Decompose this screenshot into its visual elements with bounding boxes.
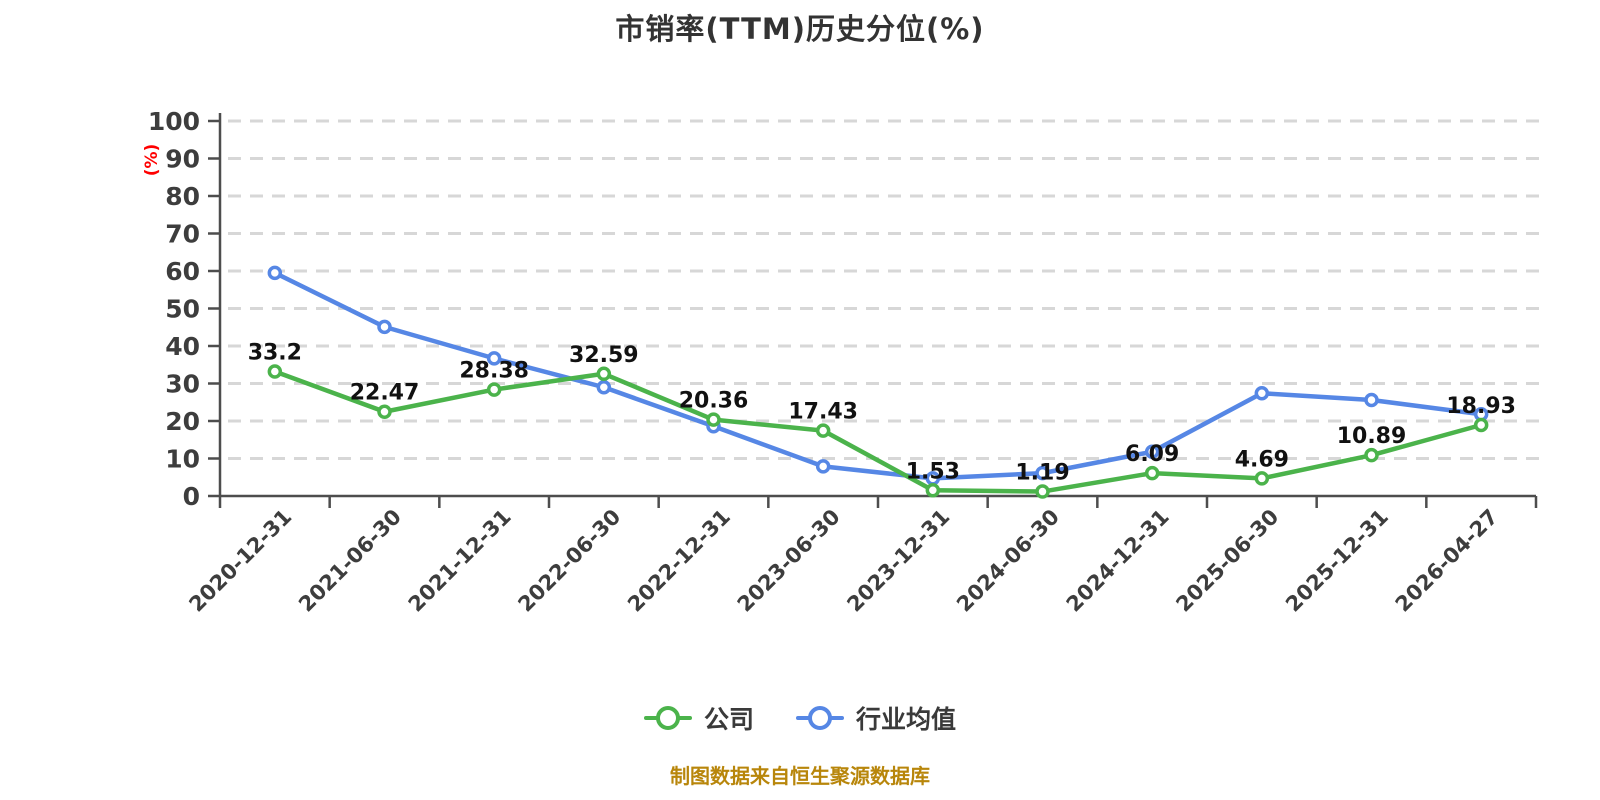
data-point bbox=[815, 459, 831, 474]
svg-text:40: 40 bbox=[165, 332, 200, 361]
series-行业均值 bbox=[267, 265, 1489, 486]
data-point bbox=[706, 412, 721, 427]
data-point bbox=[486, 351, 502, 366]
svg-text:2024-12-31: 2024-12-31 bbox=[1062, 505, 1174, 617]
data-point bbox=[1364, 447, 1379, 463]
svg-text:2021-12-31: 2021-12-31 bbox=[404, 505, 516, 617]
data-point bbox=[1254, 471, 1270, 486]
svg-text:1.19: 1.19 bbox=[1015, 461, 1069, 486]
svg-text:17.43: 17.43 bbox=[788, 400, 858, 425]
company-line-marker-icon bbox=[643, 706, 692, 730]
svg-text:2025-06-30: 2025-06-30 bbox=[1171, 505, 1283, 617]
svg-text:2020-12-31: 2020-12-31 bbox=[184, 505, 296, 617]
data-point bbox=[377, 404, 392, 419]
svg-text:10: 10 bbox=[165, 445, 200, 474]
svg-text:6.09: 6.09 bbox=[1125, 442, 1179, 467]
data-point bbox=[1254, 386, 1270, 401]
series-公司 bbox=[267, 364, 1489, 499]
svg-text:70: 70 bbox=[165, 220, 200, 249]
svg-text:100: 100 bbox=[148, 107, 200, 136]
svg-text:18.93: 18.93 bbox=[1446, 394, 1516, 419]
svg-text:1.53: 1.53 bbox=[906, 459, 960, 484]
data-point bbox=[1144, 444, 1160, 459]
svg-text:90: 90 bbox=[165, 145, 200, 174]
svg-text:2023-12-31: 2023-12-31 bbox=[842, 505, 954, 617]
data-point bbox=[1473, 417, 1489, 433]
industry-line-marker-icon bbox=[796, 706, 844, 730]
data-source-note: 制图数据来自恒生聚源数据库 bbox=[670, 764, 930, 788]
svg-text:33.2: 33.2 bbox=[248, 341, 302, 366]
svg-text:22.47: 22.47 bbox=[350, 381, 420, 406]
svg-text:2024-06-30: 2024-06-30 bbox=[952, 505, 1064, 617]
svg-text:30: 30 bbox=[165, 370, 200, 399]
data-point bbox=[267, 364, 283, 379]
svg-text:32.59: 32.59 bbox=[569, 343, 639, 368]
svg-text:4.69: 4.69 bbox=[1235, 447, 1289, 472]
svg-text:20.36: 20.36 bbox=[679, 389, 749, 414]
gridlines bbox=[228, 119, 1546, 460]
legend-label-industry-average: 行业均值 bbox=[856, 705, 957, 734]
svg-text:50: 50 bbox=[165, 295, 200, 324]
legend-item-industry-average[interactable]: 行业均值 bbox=[796, 700, 956, 736]
data-point bbox=[267, 265, 283, 281]
legend-item-company[interactable]: 公司 bbox=[643, 700, 754, 736]
svg-text:80: 80 bbox=[165, 182, 200, 211]
svg-text:2022-06-30: 2022-06-30 bbox=[513, 505, 625, 617]
svg-text:60: 60 bbox=[165, 257, 200, 286]
legend-label-company: 公司 bbox=[703, 705, 754, 734]
data-point bbox=[596, 380, 612, 395]
data-point bbox=[596, 366, 612, 382]
svg-text:2023-06-30: 2023-06-30 bbox=[733, 505, 845, 617]
data-point bbox=[1035, 465, 1050, 481]
data-point bbox=[815, 423, 831, 438]
chart-title: 市销率(TTM)历史分位(%) bbox=[615, 12, 985, 46]
svg-text:20: 20 bbox=[165, 407, 200, 436]
y-axis-unit-label: (%) bbox=[142, 144, 162, 177]
y-axis-labels: 0 10 20 30 40 50 60 70 80 90 100 bbox=[148, 107, 200, 511]
svg-text:2025-12-31: 2025-12-31 bbox=[1281, 505, 1393, 617]
data-point bbox=[486, 382, 502, 397]
svg-text:2021-06-30: 2021-06-30 bbox=[294, 505, 406, 617]
value-labels: 33.2 22.47 28.38 32.59 20.36 17.43 1.53 1.19 6.0… bbox=[248, 341, 1516, 486]
svg-text:2022-12-31: 2022-12-31 bbox=[623, 505, 735, 617]
data-point bbox=[925, 483, 941, 498]
x-axis-labels: 2020-12-312021-06-302021-12-312022-06-30… bbox=[184, 505, 1502, 617]
svg-text:28.38: 28.38 bbox=[459, 359, 529, 384]
svg-text:2026-04-27: 2026-04-27 bbox=[1391, 505, 1503, 617]
data-point bbox=[1364, 392, 1379, 408]
svg-text:0: 0 bbox=[183, 482, 200, 511]
svg-text:10.89: 10.89 bbox=[1337, 424, 1407, 449]
data-point bbox=[377, 319, 392, 335]
data-point bbox=[1035, 484, 1050, 499]
axes bbox=[208, 113, 1538, 508]
data-point bbox=[1144, 465, 1160, 481]
legend: 公司 行业均值 bbox=[0, 700, 1600, 736]
